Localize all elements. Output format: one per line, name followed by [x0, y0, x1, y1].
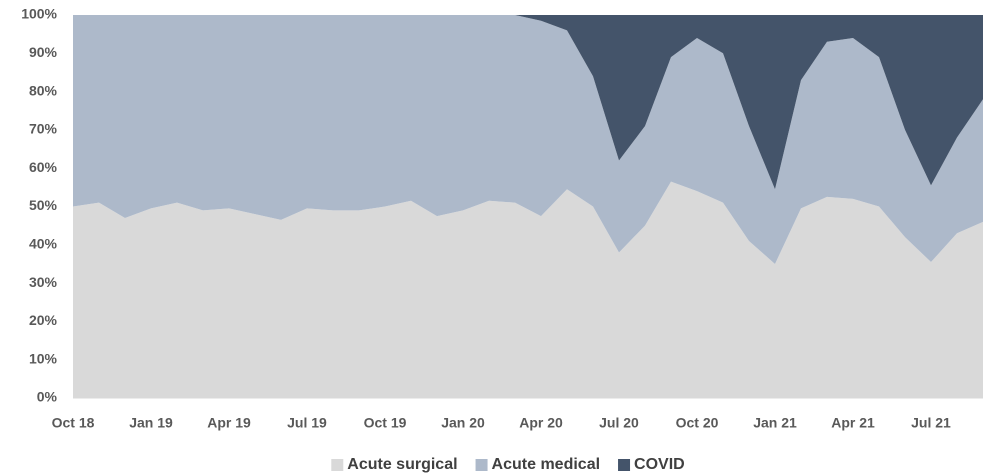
y-tick-label: 60% [29, 159, 58, 175]
x-tick-label: Oct 20 [676, 415, 719, 431]
y-tick-label: 50% [29, 197, 58, 213]
area [73, 15, 983, 190]
legend-swatch [331, 459, 344, 471]
y-tick-label: 10% [29, 350, 58, 366]
y-tick-label: 20% [29, 312, 58, 328]
y-tick-label: 90% [29, 44, 58, 60]
x-tick-label: Jan 20 [441, 415, 485, 431]
x-tick-label: Apr 21 [831, 415, 875, 431]
y-tick-label: 30% [29, 274, 58, 290]
area [73, 15, 983, 264]
legend-swatch [618, 459, 631, 471]
legend-swatch [475, 459, 488, 471]
legend-label: Acute surgical [347, 456, 457, 473]
x-tick-label: Jul 21 [911, 415, 951, 431]
x-tick-label: Apr 20 [519, 415, 563, 431]
y-tick-label: 0% [37, 389, 58, 405]
x-tick-label: Oct 19 [364, 415, 407, 431]
x-tick-label: Jan 19 [129, 415, 173, 431]
x-tick-label: Jul 19 [287, 415, 327, 431]
legend-label: Acute medical [492, 456, 600, 473]
x-tick-label: Jul 20 [599, 415, 639, 431]
y-tick-label: 80% [29, 82, 58, 98]
y-tick-label: 70% [29, 121, 58, 137]
legend-label: COVID [634, 456, 685, 473]
x-tick-label: Jan 21 [753, 415, 797, 431]
x-tick-label: Oct 18 [52, 415, 95, 431]
area [73, 181, 983, 398]
x-tick-label: Apr 19 [207, 415, 251, 431]
y-tick-label: 100% [21, 6, 57, 22]
y-tick-label: 40% [29, 236, 58, 252]
